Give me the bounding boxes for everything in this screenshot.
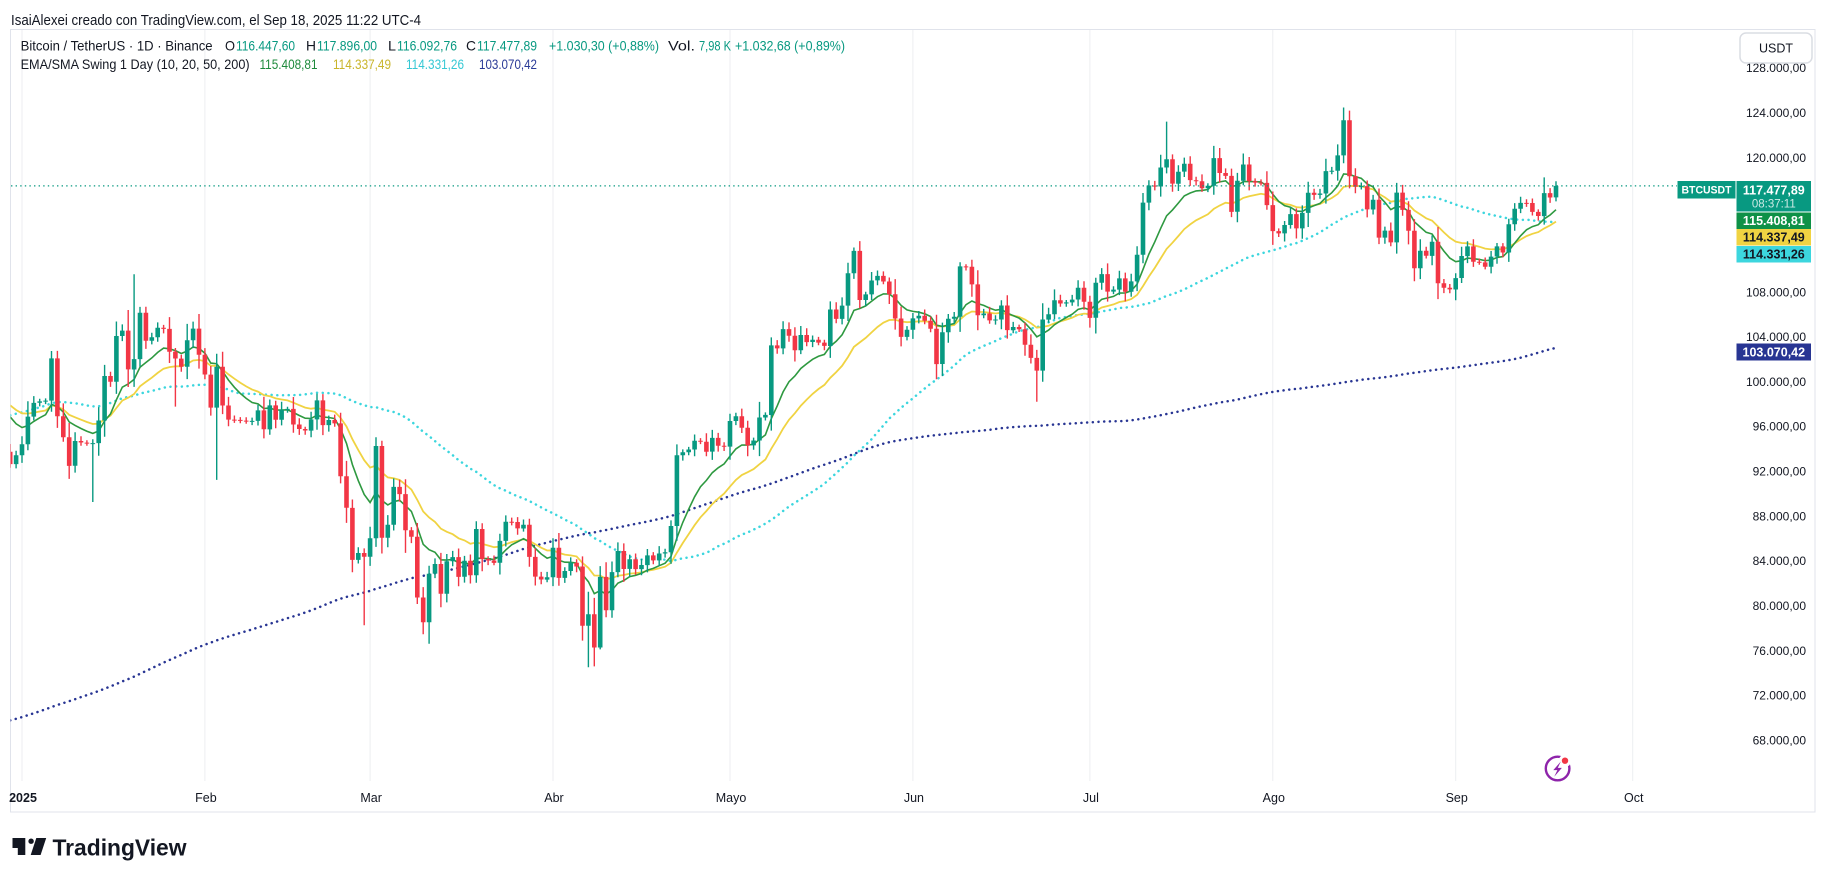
svg-text:117.477,89: 117.477,89 — [477, 38, 537, 54]
svg-text:104.000,00: 104.000,00 — [1746, 330, 1806, 344]
svg-text:84.000,00: 84.000,00 — [1753, 554, 1807, 568]
svg-text:117.896,00: 117.896,00 — [317, 38, 377, 54]
svg-text:100.000,00: 100.000,00 — [1746, 375, 1806, 389]
svg-text:103.070,42: 103.070,42 — [479, 56, 537, 72]
svg-text:+1.030,30 (+0,88%): +1.030,30 (+0,88%) — [549, 38, 659, 54]
svg-text:L: L — [388, 38, 396, 54]
svg-text:Abr: Abr — [544, 791, 563, 805]
svg-text:Jun: Jun — [904, 791, 924, 805]
svg-text:H: H — [306, 38, 316, 54]
svg-text:114.337,49: 114.337,49 — [333, 56, 391, 72]
svg-text:76.000,00: 76.000,00 — [1753, 644, 1807, 658]
svg-text:Mar: Mar — [360, 791, 382, 805]
svg-text:Feb: Feb — [195, 791, 217, 805]
svg-text:80.000,00: 80.000,00 — [1753, 599, 1807, 613]
svg-text:Sep: Sep — [1446, 791, 1468, 805]
svg-text:2025: 2025 — [9, 791, 37, 805]
svg-text:92.000,00: 92.000,00 — [1753, 465, 1807, 479]
svg-text:115.408,81: 115.408,81 — [1743, 214, 1805, 228]
svg-text:128.000,00: 128.000,00 — [1746, 61, 1806, 75]
svg-text:108.000,00: 108.000,00 — [1746, 285, 1806, 299]
svg-text:88.000,00: 88.000,00 — [1753, 509, 1807, 523]
svg-text:68.000,00: 68.000,00 — [1753, 733, 1807, 747]
svg-text:IsaiAlexei creado con TradingV: IsaiAlexei creado con TradingView.com, e… — [11, 12, 421, 29]
svg-text:114.331,26: 114.331,26 — [1743, 248, 1805, 262]
svg-text:+1.032,68 (+0,89%): +1.032,68 (+0,89%) — [735, 38, 845, 54]
svg-text:116.447,60: 116.447,60 — [236, 38, 295, 54]
svg-text:114.337,49: 114.337,49 — [1743, 231, 1805, 245]
svg-text:Oct: Oct — [1624, 791, 1644, 805]
svg-text:116.092,76: 116.092,76 — [397, 38, 457, 54]
svg-text:115.408,81: 115.408,81 — [260, 56, 318, 72]
svg-text:BTCUSDT: BTCUSDT — [1682, 185, 1732, 197]
svg-text:114.331,26: 114.331,26 — [406, 56, 464, 72]
svg-text:Jul: Jul — [1083, 791, 1099, 805]
svg-text:TradingView: TradingView — [53, 835, 188, 861]
svg-text:USDT: USDT — [1759, 42, 1793, 56]
svg-text:120.000,00: 120.000,00 — [1746, 151, 1806, 165]
svg-text:EMA/SMA Swing 1 Day (10, 20, 5: EMA/SMA Swing 1 Day (10, 20, 50, 200) — [21, 56, 250, 72]
svg-text:124.000,00: 124.000,00 — [1746, 106, 1806, 120]
svg-text:117.477,89: 117.477,89 — [1743, 183, 1805, 197]
svg-text:Mayo: Mayo — [716, 791, 747, 805]
svg-text:O: O — [225, 38, 235, 54]
svg-text:08:37:11: 08:37:11 — [1752, 199, 1796, 211]
svg-text:Bitcoin / TetherUS · 1D · Bina: Bitcoin / TetherUS · 1D · Binance — [21, 38, 213, 54]
svg-text:7,98 K: 7,98 K — [699, 38, 732, 54]
svg-text:Vol.: Vol. — [668, 38, 695, 54]
svg-text:C: C — [466, 38, 476, 54]
svg-text:96.000,00: 96.000,00 — [1753, 420, 1807, 434]
svg-text:72.000,00: 72.000,00 — [1753, 689, 1807, 703]
svg-text:Ago: Ago — [1263, 791, 1285, 805]
svg-text:103.070,42: 103.070,42 — [1743, 345, 1806, 359]
